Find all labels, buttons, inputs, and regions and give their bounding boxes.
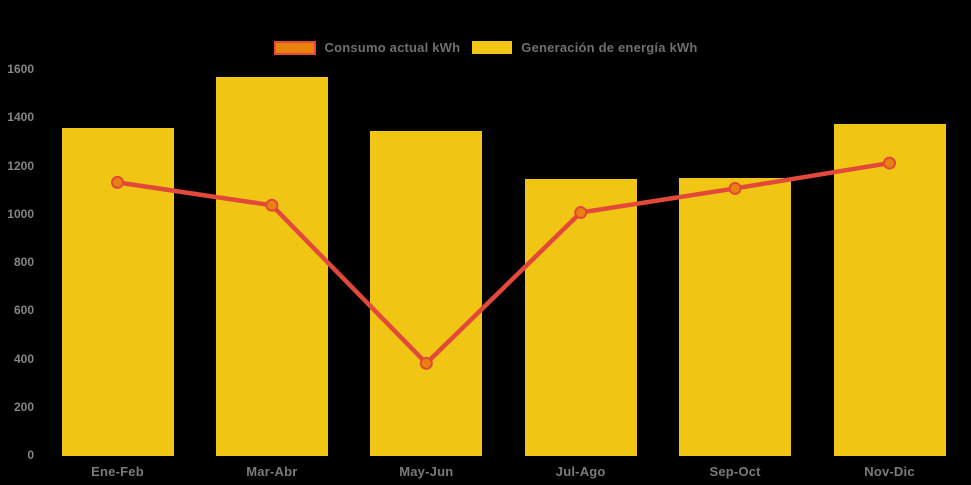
bar-jul-ago xyxy=(524,178,637,456)
x-axis-label: Nov-Dic xyxy=(864,464,915,479)
bar-mar-abr xyxy=(215,77,328,456)
y-tick-label: 0 xyxy=(27,448,34,462)
x-axis-label: Jul-Ago xyxy=(555,464,606,479)
chart-legend: Consumo actual kWh Generación de energía… xyxy=(0,40,971,55)
x-axis-label: Ene-Feb xyxy=(91,464,144,479)
x-axis-label: Mar-Abr xyxy=(246,464,298,479)
y-tick-label: 1200 xyxy=(7,158,34,173)
x-axis-label: May-Jun xyxy=(399,464,454,479)
y-tick-label: 1400 xyxy=(7,110,34,125)
legend-label-generacion: Generación de energía kWh xyxy=(521,40,698,55)
legend-item-consumo-actual[interactable]: Consumo actual kWh xyxy=(273,40,461,55)
legend-swatch-consumo-line xyxy=(273,40,316,55)
y-tick-label: 600 xyxy=(13,303,34,318)
y-tick-label: 800 xyxy=(13,255,34,269)
y-tick-label: 1600 xyxy=(7,62,34,76)
y-tick-label: 400 xyxy=(13,351,34,366)
legend-swatch-generacion-bar xyxy=(472,41,513,54)
bar-sep-oct xyxy=(679,177,792,456)
legend-item-generacion[interactable]: Generación de energía kWh xyxy=(472,40,697,55)
legend-label-consumo: Consumo actual kWh xyxy=(324,40,461,55)
y-tick-label: 200 xyxy=(13,399,34,414)
y-tick-label: 1000 xyxy=(7,206,34,221)
bar-nov-dic xyxy=(833,124,946,456)
bar-ene-feb xyxy=(61,128,174,456)
bar-may-jun xyxy=(370,130,483,456)
x-axis-label: Sep-Oct xyxy=(709,464,761,479)
